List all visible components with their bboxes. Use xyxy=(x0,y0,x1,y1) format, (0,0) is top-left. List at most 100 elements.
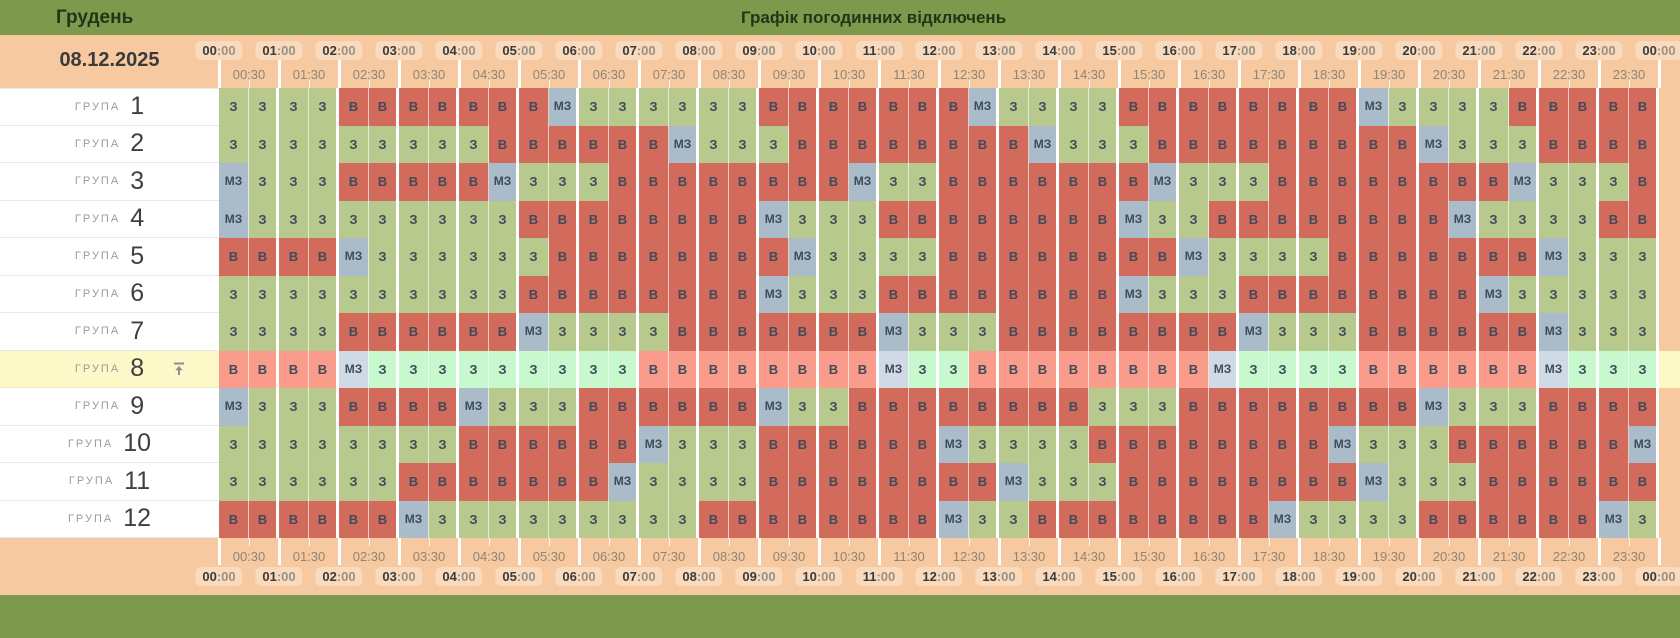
group-row-5[interactable]: ГРУПА 5 В В В В МЗ З З З З З З В В В В В В В В МЗ З З З З В В В В В В В В… xyxy=(0,238,1680,276)
schedule-cell: В xyxy=(699,313,729,351)
hour-value: 12 xyxy=(922,569,937,584)
hour-value: 12 xyxy=(922,43,937,58)
group-label[interactable]: ГРУПА 1 xyxy=(0,88,219,126)
schedule-cell: В xyxy=(999,313,1029,351)
bottom-bar xyxy=(0,595,1680,638)
group-label[interactable]: ГРУПА 4 xyxy=(0,200,219,238)
schedule-cell: З xyxy=(1269,313,1299,351)
group-row-8[interactable]: ГРУПА 8 В В В В МЗ З З З З З З З З З В В В В В В В В МЗ З З В В В В В В В… xyxy=(0,350,1680,388)
schedule-cell: З xyxy=(1419,463,1449,501)
group-row-10[interactable]: ГРУПА 10 З З З З З З З З В В В В В В МЗ З З З В В В В В В МЗ З З З З В В… xyxy=(0,425,1680,463)
schedule-cell: З xyxy=(1449,463,1479,501)
pinned-arrow-icon[interactable] xyxy=(171,361,187,377)
schedule-cell: В xyxy=(609,163,639,201)
hour-suffix: :00 xyxy=(576,43,596,58)
group-row-4[interactable]: ГРУПА 4 МЗ З З З З З З З З З В В В В В В В В МЗ З З З В В В В В В В В МЗ… xyxy=(0,200,1680,238)
hour-value: 18 xyxy=(1282,569,1297,584)
half-hour-label: 14:30 xyxy=(1072,67,1106,82)
schedule-cell: З xyxy=(1029,425,1059,463)
hour-tick xyxy=(878,59,881,88)
group-label[interactable]: ГРУПА 9 xyxy=(0,388,219,426)
group-label-text: ГРУПА xyxy=(67,437,114,450)
group-label[interactable]: ГРУПА 8 xyxy=(0,350,219,388)
group-label[interactable]: ГРУПА 6 xyxy=(0,275,219,313)
hour-suffix: :00 xyxy=(276,43,296,58)
hour-suffix: :00 xyxy=(336,569,356,584)
schedule-cell: В xyxy=(1059,350,1089,388)
schedule-cell: В xyxy=(1059,388,1089,426)
half-hour-label: 06:30 xyxy=(592,67,626,82)
schedule-cell: В xyxy=(1119,238,1149,276)
group-number: 11 xyxy=(124,466,151,495)
schedule-cell: В xyxy=(969,163,999,201)
half-hour-label: 01:30 xyxy=(292,549,326,564)
half-hour-tick xyxy=(1449,538,1450,546)
hour-label-chip: 15:00 xyxy=(1095,567,1143,586)
hour-label-chip: 23:00 xyxy=(1575,567,1623,586)
schedule-cell: В xyxy=(1329,238,1359,276)
schedule-cell: З xyxy=(279,163,309,201)
schedule-cell: З xyxy=(1599,313,1629,351)
group-cells: МЗ З З З В В В В В МЗ З З З В В В В В В В В МЗ З З В В В В В В В МЗ З З З В… xyxy=(219,163,1659,201)
schedule-cell: В xyxy=(1269,125,1299,163)
half-hour-label: 02:30 xyxy=(352,67,386,82)
schedule-cell: МЗ xyxy=(519,313,549,351)
schedule-cell: В xyxy=(399,313,429,351)
hour-value: 22 xyxy=(1522,43,1537,58)
group-label[interactable]: ГРУПА 10 xyxy=(0,425,219,463)
schedule-cell: В xyxy=(249,238,279,276)
group-row-7[interactable]: ГРУПА 7 З З З З В В В В В В МЗ З З З З В В В В В В В МЗ З З З В В В В В В… xyxy=(0,313,1680,351)
schedule-cell: В xyxy=(969,350,999,388)
hour-tick xyxy=(1238,538,1241,565)
group-label[interactable]: ГРУПА 5 xyxy=(0,238,219,276)
group-label[interactable]: ГРУПА 11 xyxy=(0,463,219,501)
group-row-9[interactable]: ГРУПА 9 МЗ З З З В В В В МЗ З З З В В В В В В МЗ З З В В В В В В В В З З… xyxy=(0,388,1680,426)
hour-suffix: :00 xyxy=(816,569,836,584)
schedule-cell: З xyxy=(999,425,1029,463)
schedule-cell: В xyxy=(309,238,339,276)
schedule-cell: В xyxy=(1239,388,1269,426)
schedule-cell: В xyxy=(759,350,789,388)
hour-value: 11 xyxy=(862,43,877,58)
group-label[interactable]: ГРУПА 3 xyxy=(0,163,219,201)
group-label[interactable]: ГРУПА 2 xyxy=(0,125,219,163)
schedule-cell: В xyxy=(1149,463,1179,501)
schedule-cell: З xyxy=(579,500,609,538)
schedule-cell: З xyxy=(489,500,519,538)
group-row-2[interactable]: ГРУПА 2 З З З З З З З З З В В В В В В МЗ З З З В В В В В В В В МЗ З З З В… xyxy=(0,125,1680,163)
schedule-cell: В xyxy=(669,350,699,388)
hour-value: 21 xyxy=(1462,569,1477,584)
schedule-cell: В xyxy=(1419,350,1449,388)
schedule-cell: В xyxy=(729,200,759,238)
half-hour-label: 10:30 xyxy=(832,67,866,82)
group-cells: З З З З З З В В В В В В В МЗ З З З З В В В В В В В В МЗ З З З В В В В В В В В… xyxy=(219,463,1659,501)
schedule-cell: В xyxy=(1029,350,1059,388)
hour-label-chip: 21:00 xyxy=(1455,567,1503,586)
group-row-12[interactable]: ГРУПА 12 В В В В В В МЗ З З З З З З З З З В В В В В В В В МЗ З З В В В В… xyxy=(0,500,1680,538)
group-label[interactable]: ГРУПА 12 xyxy=(0,500,219,538)
half-hour-label: 16:30 xyxy=(1192,549,1226,564)
schedule-cell: В xyxy=(639,350,669,388)
half-hour-label: 20:30 xyxy=(1432,549,1466,564)
hour-value: 23 xyxy=(1582,43,1597,58)
schedule-cell: З xyxy=(1059,463,1089,501)
schedule-cell: В xyxy=(1209,125,1239,163)
group-row-3[interactable]: ГРУПА 3 МЗ З З З В В В В В МЗ З З З В В В В В В В В МЗ З З В В В В В В В… xyxy=(0,163,1680,201)
group-row-11[interactable]: ГРУПА 11 З З З З З З В В В В В В В МЗ З З З З В В В В В В В В МЗ З З З В… xyxy=(0,463,1680,501)
half-hour-label: 04:30 xyxy=(472,67,506,82)
schedule-cell: В xyxy=(789,88,819,126)
schedule-cell: В xyxy=(1269,425,1299,463)
schedule-cell: З xyxy=(399,350,429,388)
half-hour-label: 19:30 xyxy=(1372,549,1406,564)
group-label[interactable]: ГРУПА 7 xyxy=(0,313,219,351)
group-row-6[interactable]: ГРУПА 6 З З З З З З З З З З В В В В В В В В МЗ З З З В В В В В В В В МЗ З… xyxy=(0,275,1680,313)
schedule-cell: В xyxy=(909,200,939,238)
schedule-cell: З xyxy=(789,388,819,426)
group-row-1[interactable]: ГРУПА 1 З З З З В В В В В В В МЗ З З З З З З В В В В В В В МЗ З З З З В В… xyxy=(0,88,1680,126)
group-label-text: ГРУПА xyxy=(74,212,121,225)
hour-value: 19 xyxy=(1342,569,1357,584)
hour-suffix: :00 xyxy=(696,43,716,58)
schedule-cell: З xyxy=(1479,125,1509,163)
schedule-cell: В xyxy=(1359,200,1389,238)
schedule-cell: В xyxy=(819,88,849,126)
